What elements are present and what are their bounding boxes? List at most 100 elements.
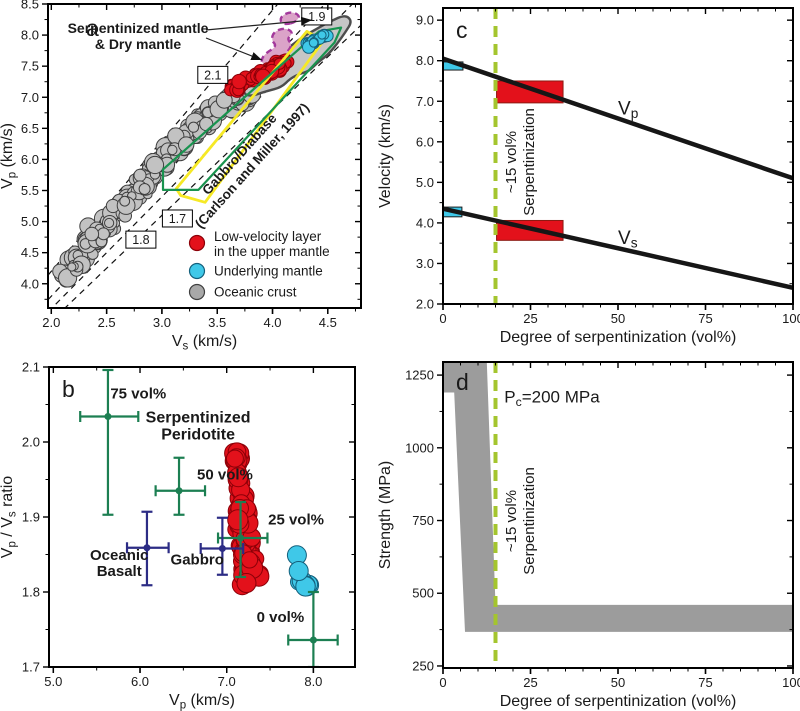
legend-marker-oceanic-crust xyxy=(188,283,206,301)
x-tick-label: 6.0 xyxy=(131,674,149,689)
errorbar-label: 25 vol% xyxy=(268,512,324,529)
svg-text:~15 vol%: ~15 vol% xyxy=(503,131,520,193)
strength-envelope xyxy=(443,362,793,632)
y-tick-label: 8.5 xyxy=(21,0,39,12)
y-tick-label: 2.0 xyxy=(416,297,434,312)
y-tick-label: 8.0 xyxy=(416,53,434,68)
y-tick-label: 6.0 xyxy=(21,152,39,167)
vs-line xyxy=(443,206,793,290)
y-tick-label: 8.0 xyxy=(21,28,39,43)
x-tick-label: 2.0 xyxy=(42,315,60,330)
errorbar-serpentinite-25-volpct: 25 vol% xyxy=(216,500,324,579)
panel-b-x-axis-title: Vp (km/s) xyxy=(169,692,235,711)
serpentinization-degree-annotation: ~15 vol% Serpentinization xyxy=(503,467,538,575)
svg-text:Serpentinization: Serpentinization xyxy=(521,467,538,575)
errorbar-center-marker xyxy=(309,636,317,644)
panel-d-y-axis-title: Strength (MPa) xyxy=(377,461,394,569)
y-tick-label: 4.5 xyxy=(21,245,39,260)
y-tick-label: 4.0 xyxy=(21,276,39,291)
ratio-label-1.8: 1.8 xyxy=(132,233,149,247)
panel-a-y-axis-title: Vp (km/s) xyxy=(0,123,19,189)
panel-a-x-axis-title: Vs (km/s) xyxy=(172,333,237,353)
errorbar-center-marker xyxy=(143,544,151,552)
x-tick-label: 100 xyxy=(782,311,800,326)
legend-item-underlying-mantle: Underlying mantle xyxy=(188,262,323,280)
panel-c-velocity-vs-serpentinization: Vp Vs ~15 vol%Serpentinization02550751002.… xyxy=(377,7,800,346)
panel-c-letter: c xyxy=(456,17,468,43)
y-ticks: 250 500 750 1000 1250 xyxy=(405,368,793,673)
vp-line-label: Vp xyxy=(618,99,639,122)
x-tick-label: 100 xyxy=(782,675,800,690)
y-tick-label: 4.0 xyxy=(416,215,434,230)
panel-d-axes: 0 25 50 75 100 250 500 750 1000 1250 Degree of ser… xyxy=(377,361,800,710)
vs-line-label: Vs xyxy=(618,228,638,251)
x-tick-label: 50 xyxy=(611,675,625,690)
y-tick-label: 6.5 xyxy=(21,121,39,136)
legend-marker-underlying-mantle xyxy=(188,262,206,280)
panel-c-content: Vp Vs ~15 vol% Serpentinization xyxy=(443,8,793,304)
ratio-label-2.1: 2.1 xyxy=(204,68,221,82)
svg-text:Serpentinization: Serpentinization xyxy=(521,108,538,216)
panel-c-axes: 0 25 50 75 100 2.0 3.0 4.0 5.0 6.0 7.0 8.0 9.0 Degree… xyxy=(377,7,800,346)
x-tick-label: 75 xyxy=(698,311,712,326)
x-tick-label: 2.5 xyxy=(98,315,116,330)
errorbar-center-marker xyxy=(218,545,226,552)
confining-pressure-label: Pc=200 MPa xyxy=(504,388,600,410)
y-tick-label: 6.0 xyxy=(416,134,434,149)
errorbar-label: 0 vol% xyxy=(257,609,305,626)
x-tick-label: 50 xyxy=(611,311,625,326)
panel-d-content: Pc=200 MPa ~15 vol% Serpentinization xyxy=(443,362,793,668)
y-tick-label: 7.5 xyxy=(21,59,39,74)
panel-a-axes: 2.0 2.5 3.0 3.5 4.0 4.5 4.0 4.5 5.0 5.5 6.0 6.5 7.0 7… xyxy=(0,0,362,353)
svg-text:Serpentinized mantle: Serpentinized mantle xyxy=(68,20,209,36)
errorbar-serpentinite-0-volpct: 0 vol% xyxy=(257,590,339,667)
errorbar-label: 50 vol% xyxy=(197,467,253,484)
panel-b-y-axis-title: Vp / Vs ratio xyxy=(0,476,19,559)
plot-border xyxy=(47,3,362,309)
vp-line xyxy=(443,56,793,181)
x-tick-label: 3.0 xyxy=(153,315,171,330)
y-tick-label: 5.0 xyxy=(21,214,39,229)
panel-c-y-axis-title: Velocity (km/s) xyxy=(377,104,394,208)
panel-c-x-axis-title: Degree of serpentinization (vol%) xyxy=(500,329,737,346)
y-tick-label: 1.8 xyxy=(22,585,40,600)
panel-d-strength-vs-serpentinization: Pc=200 MPa ~15 vol% Serpentinization 0 25 50 7… xyxy=(377,361,800,710)
legend-label: Low-velocity layer xyxy=(214,229,322,244)
errorbar-label: 75 vol% xyxy=(110,386,166,403)
legend-label: Underlying mantle xyxy=(214,264,323,279)
serpentinized-mantle-region-upper xyxy=(279,11,300,26)
underlying-mantle-points xyxy=(300,28,334,54)
y-tick-label: 500 xyxy=(412,586,434,601)
ratio-label-1.9: 1.9 xyxy=(308,10,325,24)
y-tick-label: 5.5 xyxy=(21,183,39,198)
serpentinized-mantle-region xyxy=(260,27,293,68)
y-tick-label: 9.0 xyxy=(416,13,434,28)
y-tick-label: 5.0 xyxy=(416,175,434,190)
x-tick-label: 4.0 xyxy=(263,315,281,330)
y-tick-label: 250 xyxy=(412,658,434,673)
annotation-arrow xyxy=(205,37,263,61)
panel-b-vpvs-ratio-scatter: 75 vol% 50 vol% 25 vol% 0 vol% Oceanic Basalt… xyxy=(0,360,356,711)
serpentinized-peridotite-label: Serpentinized Peridotite xyxy=(146,410,251,444)
y-tick-label: 1250 xyxy=(405,368,434,383)
low-velocity-layer-vp-range xyxy=(496,80,564,104)
errorbar-gabbro: Gabbro xyxy=(171,516,245,576)
legend-marker-low-velocity-layer xyxy=(188,234,206,252)
y-tick-label: 7.0 xyxy=(21,90,39,105)
errorbar-serpentinite-75-volpct: 75 vol% xyxy=(79,368,166,516)
errorbar-center-marker xyxy=(104,413,112,420)
x-ticks: 0 25 50 75 100 xyxy=(439,362,800,690)
y-tick-label: 3.0 xyxy=(416,256,434,271)
legend-label: Oceanic crust xyxy=(214,285,297,300)
panel-b-letter: b xyxy=(62,376,75,402)
y-tick-label: 2.0 xyxy=(22,435,40,450)
panel-d-letter: d xyxy=(456,369,469,395)
x-tick-label: 25 xyxy=(523,311,537,326)
svg-text:& Dry mantle: & Dry mantle xyxy=(95,36,182,52)
y-tick-label: 1.7 xyxy=(22,660,40,675)
svg-text:~15 vol%: ~15 vol% xyxy=(503,490,520,552)
serpentinized-dry-mantle-annotation: Serpentinized mantle& Dry mantle xyxy=(68,16,313,61)
x-ticks: 2.0 2.5 3.0 3.5 4.0 4.5 xyxy=(42,4,356,330)
